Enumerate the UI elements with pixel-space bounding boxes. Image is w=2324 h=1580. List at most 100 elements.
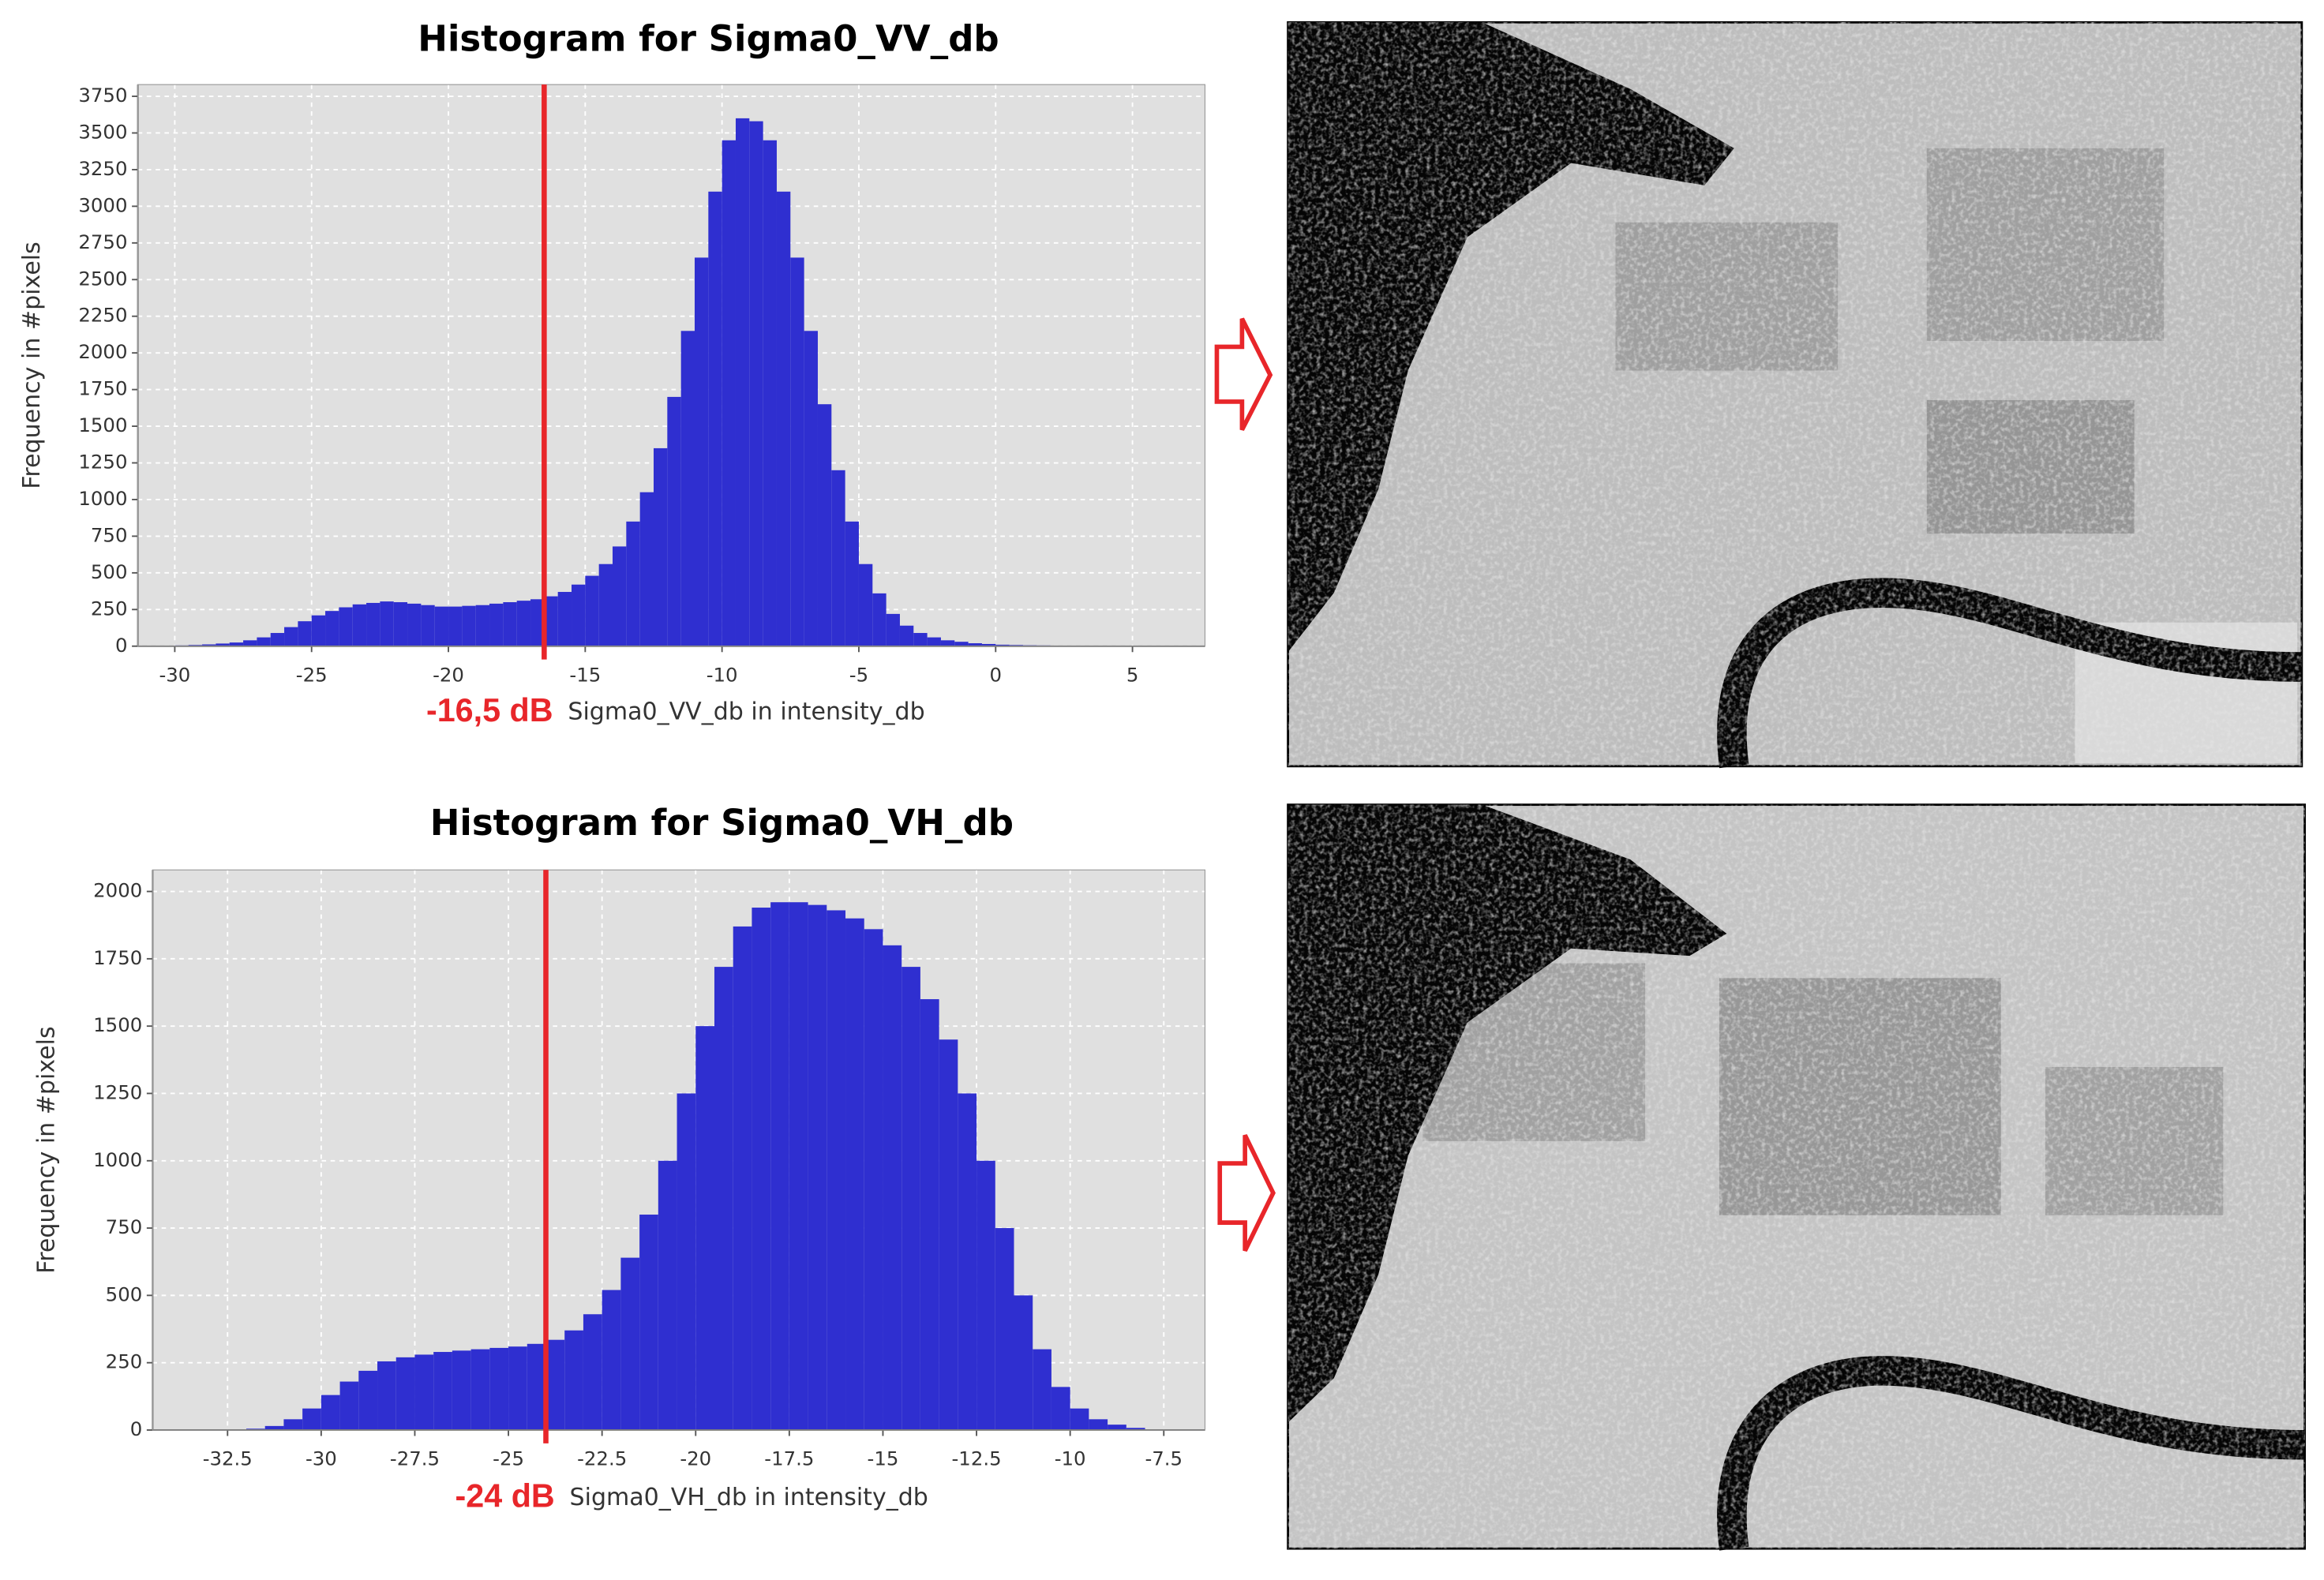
histogram-bar bbox=[471, 1350, 490, 1430]
histogram-bar bbox=[508, 1346, 527, 1430]
x-tick-label: -17.5 bbox=[764, 1447, 814, 1470]
x-tick-label: -22.5 bbox=[577, 1447, 627, 1470]
histogram-bar bbox=[789, 902, 808, 1430]
histogram-bar bbox=[763, 140, 777, 646]
histogram-bar bbox=[421, 605, 434, 646]
histogram-bar bbox=[503, 602, 516, 646]
histogram-bar bbox=[394, 602, 407, 646]
y-tick-label: 250 bbox=[91, 597, 128, 620]
histogram-bar bbox=[583, 1314, 602, 1430]
x-tick-label: -5 bbox=[849, 663, 868, 686]
chart-title: Histogram for Sigma0_VV_db bbox=[418, 18, 999, 60]
histogram-bar bbox=[380, 601, 393, 646]
histogram-bar bbox=[883, 945, 901, 1430]
sar-image-vh bbox=[1288, 805, 2305, 1549]
histogram-bar bbox=[599, 564, 613, 646]
histogram-bar bbox=[845, 919, 864, 1430]
histogram-bar bbox=[639, 1215, 658, 1430]
histogram-bar bbox=[804, 331, 818, 646]
histogram-bar bbox=[808, 905, 827, 1430]
y-tick-label: 2000 bbox=[78, 340, 127, 363]
y-tick-label: 1750 bbox=[93, 946, 142, 969]
y-tick-label: 1000 bbox=[93, 1148, 142, 1171]
histogram-bar bbox=[939, 1039, 958, 1430]
histogram-bar bbox=[340, 1382, 359, 1430]
y-axis-label: Frequency in #pixels bbox=[18, 241, 46, 489]
histogram-bar bbox=[827, 910, 845, 1430]
y-tick-label: 3250 bbox=[78, 157, 127, 180]
arrow bbox=[1220, 1135, 1273, 1250]
histogram-bar bbox=[271, 633, 284, 646]
histogram-bar bbox=[613, 546, 626, 646]
histogram-bar bbox=[749, 122, 763, 646]
x-tick-label: -25 bbox=[296, 663, 328, 686]
histogram-bar bbox=[886, 614, 900, 646]
y-tick-label: 0 bbox=[130, 1417, 143, 1440]
x-tick-label: -10 bbox=[1055, 1447, 1086, 1470]
y-tick-label: 1500 bbox=[93, 1013, 142, 1036]
histogram-bar bbox=[831, 470, 845, 646]
y-tick-label: 2500 bbox=[78, 267, 127, 290]
histogram-bar bbox=[1070, 1409, 1089, 1430]
chart-title: Histogram for Sigma0_VH_db bbox=[430, 802, 1014, 844]
histogram-bar bbox=[900, 626, 913, 646]
y-tick-label: 750 bbox=[106, 1215, 143, 1238]
histogram-bar bbox=[462, 606, 475, 646]
histogram-bar bbox=[321, 1395, 340, 1430]
histogram-bar bbox=[452, 1350, 471, 1430]
x-tick-label: -15 bbox=[868, 1447, 899, 1470]
histogram-bar bbox=[845, 522, 859, 646]
histogram-bar bbox=[620, 1258, 639, 1430]
histogram-bar bbox=[654, 448, 667, 646]
x-tick-label: -10 bbox=[707, 663, 738, 686]
histogram-bar bbox=[284, 627, 298, 646]
y-tick-label: 0 bbox=[115, 634, 128, 657]
histogram-bar bbox=[928, 638, 941, 646]
x-tick-label: -27.5 bbox=[390, 1447, 440, 1470]
x-tick-label: -20 bbox=[680, 1447, 711, 1470]
histogram-bar bbox=[714, 967, 733, 1430]
histogram-bar bbox=[476, 605, 489, 646]
y-tick-label: 250 bbox=[106, 1350, 143, 1373]
y-tick-label: 3500 bbox=[78, 120, 127, 143]
histogram-bar bbox=[353, 605, 366, 646]
y-tick-label: 1250 bbox=[93, 1080, 142, 1103]
histogram-bar bbox=[448, 607, 462, 646]
histogram-bar bbox=[770, 902, 789, 1430]
histogram-bar bbox=[366, 603, 380, 646]
histogram-bar bbox=[681, 331, 695, 646]
histogram-bar bbox=[995, 1228, 1014, 1430]
histogram-bar bbox=[752, 908, 770, 1430]
y-axis-label: Frequency in #pixels bbox=[33, 1026, 61, 1274]
histogram-bar bbox=[377, 1361, 396, 1430]
x-tick-label: -30 bbox=[159, 663, 190, 686]
histogram-bar bbox=[302, 1409, 321, 1430]
threshold-label: -24 dB bbox=[455, 1477, 555, 1514]
y-tick-label: 1000 bbox=[78, 487, 127, 510]
histogram-bar bbox=[872, 593, 886, 646]
y-tick-label: 500 bbox=[106, 1282, 143, 1305]
histogram-bar bbox=[358, 1371, 377, 1430]
histogram-bar bbox=[901, 967, 920, 1430]
x-tick-label: 0 bbox=[990, 663, 1003, 686]
histogram-bar bbox=[695, 257, 708, 646]
x-tick-label: -25 bbox=[493, 1447, 524, 1470]
x-tick-label: -7.5 bbox=[1145, 1447, 1183, 1470]
arrow bbox=[1216, 319, 1270, 430]
histogram-bar bbox=[1033, 1350, 1051, 1430]
sar-image-vv bbox=[1288, 22, 2302, 766]
histogram-bar bbox=[913, 633, 927, 646]
chart: 0250500750100012501500175020002250250027… bbox=[18, 18, 1205, 728]
x-tick-label: 5 bbox=[1126, 663, 1139, 686]
histogram-bar bbox=[564, 1331, 583, 1430]
histogram-bar bbox=[257, 638, 270, 646]
histogram-bar bbox=[1014, 1295, 1033, 1430]
histogram-bar bbox=[312, 616, 325, 646]
histogram-bar bbox=[777, 192, 790, 646]
histogram-bar bbox=[864, 929, 883, 1430]
x-axis-label: Sigma0_VV_db in intensity_db bbox=[568, 698, 924, 726]
histogram-bar bbox=[407, 604, 421, 646]
histogram-bar bbox=[572, 585, 585, 646]
histogram-bar bbox=[1108, 1425, 1126, 1430]
